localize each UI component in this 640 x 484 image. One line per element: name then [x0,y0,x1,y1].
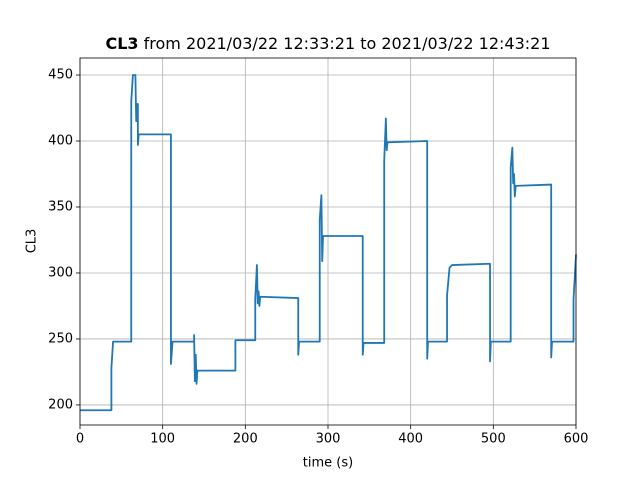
data-line [80,74,577,412]
y-tick-label: 350 [48,199,73,214]
y-tick-label: 300 [48,265,73,280]
x-tick-label: 500 [481,432,506,447]
plot-frame [79,57,577,426]
x-tick-label: 300 [316,432,341,447]
x-tick-label: 200 [233,432,258,447]
title-rest: from 2021/03/22 12:33:21 to 2021/03/22 1… [144,34,551,53]
y-tick-label: 450 [48,68,73,83]
y-axis-label: CL3 [25,229,40,254]
y-tick-label: 400 [48,134,73,149]
x-axis-label: time (s) [303,456,353,471]
y-tick-label: 200 [48,397,73,412]
x-tick-label: 0 [76,432,84,447]
title-bold: CL3 [105,34,138,53]
x-tick-label: 100 [150,432,175,447]
x-tick-label: 600 [564,432,589,447]
chart-title: CL3 from 2021/03/22 12:33:21 to 2021/03/… [105,34,550,53]
y-tick-label: 250 [48,331,73,346]
x-tick-label: 400 [398,432,423,447]
